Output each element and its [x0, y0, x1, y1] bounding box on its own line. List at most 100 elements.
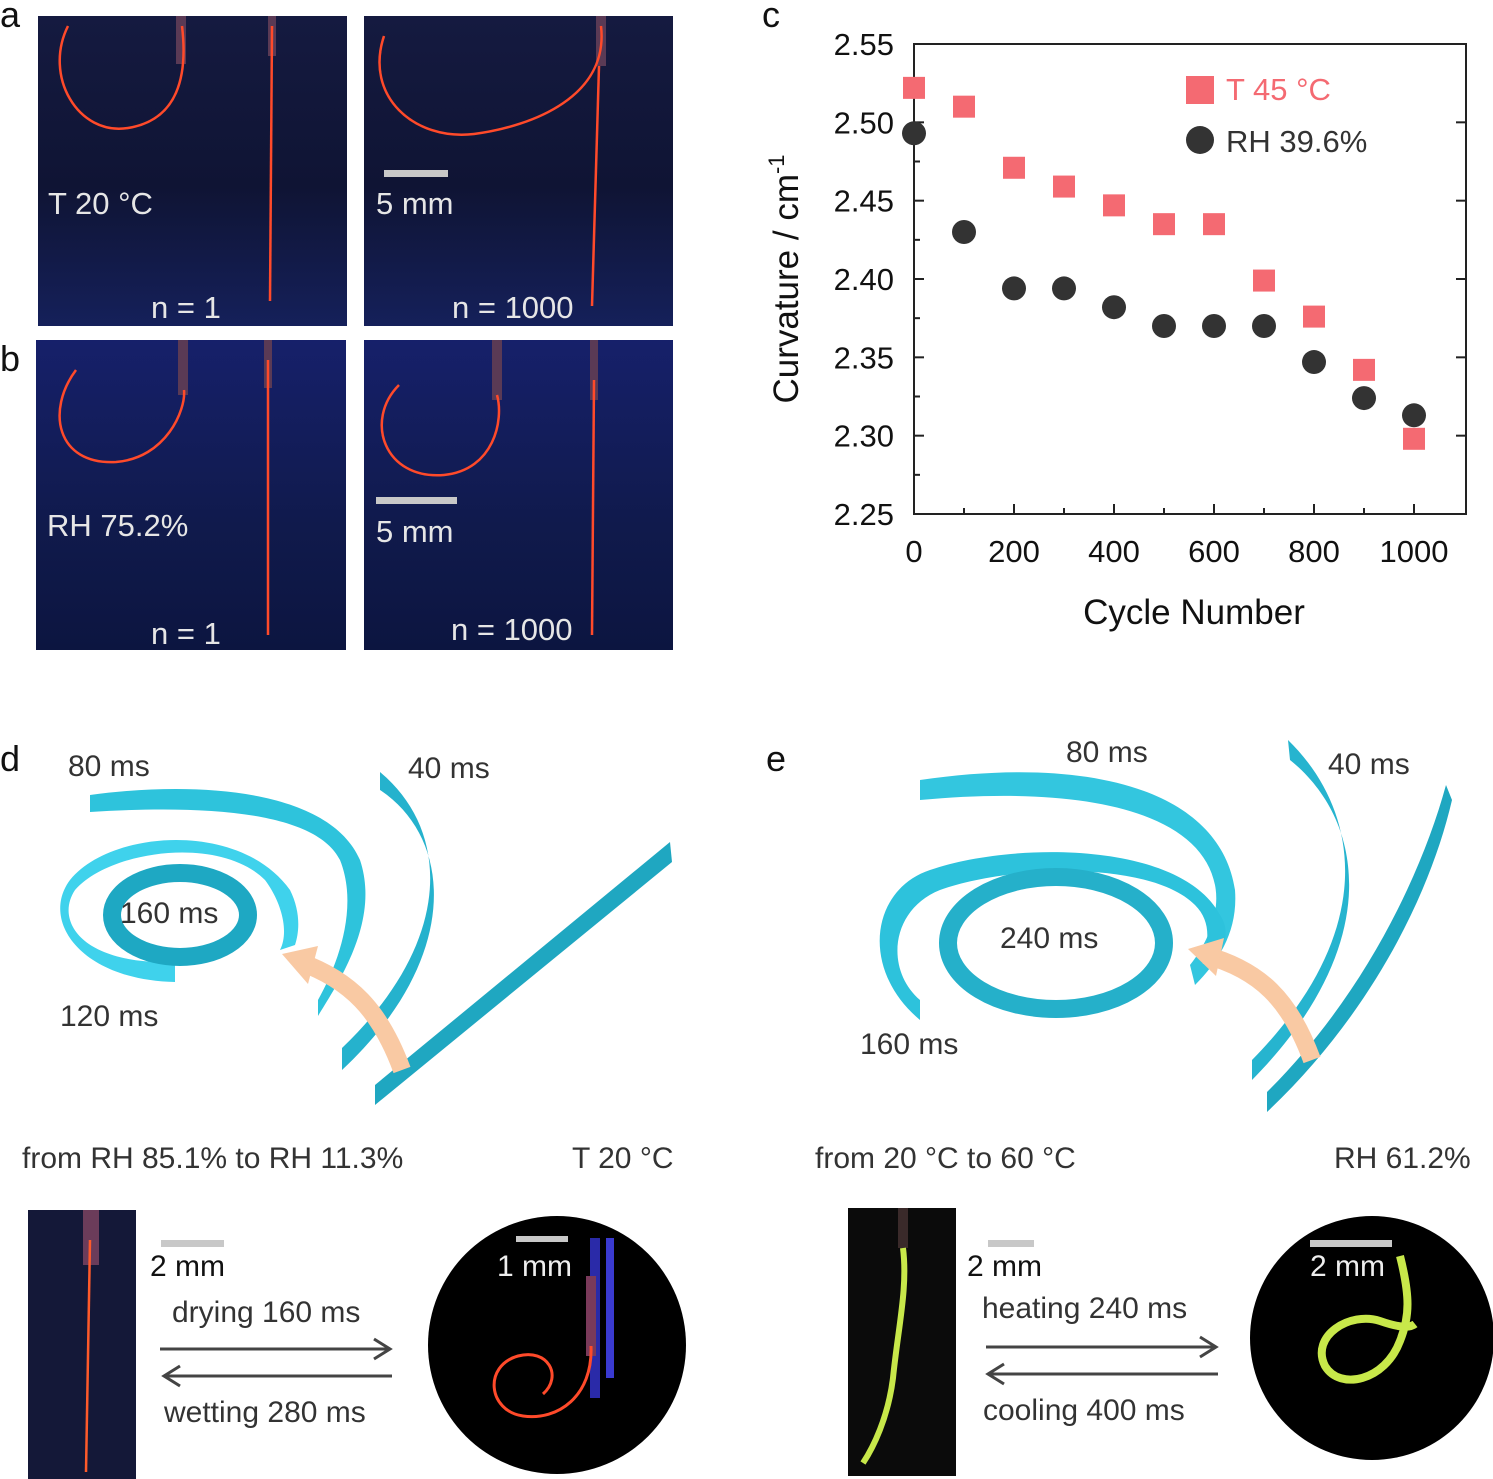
- legend-label-t45: T 45 °C: [1226, 72, 1331, 107]
- data-point-rh39: [1252, 314, 1276, 338]
- scale-label-a: 5 mm: [376, 186, 454, 221]
- panel-label-d: d: [0, 738, 21, 779]
- y-axis-title: Curvature / cm-1: [764, 154, 806, 403]
- data-point-t45: [1203, 213, 1225, 236]
- data-point-t45: [1353, 358, 1375, 381]
- scale-bar-a: [384, 170, 448, 177]
- data-point-t45: [1253, 269, 1275, 292]
- scale-bar-e-left: [988, 1240, 1034, 1247]
- panel-label-e: e: [766, 738, 787, 779]
- data-point-rh39: [1402, 403, 1426, 428]
- data-point-t45: [1003, 156, 1025, 179]
- y-tick-label: 2.35: [834, 340, 894, 375]
- scale-bar-d-left: [161, 1240, 224, 1247]
- photo-d-curled: [428, 1216, 686, 1474]
- panel-label-b: b: [0, 338, 21, 379]
- condition-right-d: T 20 °C: [572, 1142, 674, 1175]
- scale-label-e-left: 2 mm: [967, 1250, 1042, 1283]
- y-tick-label: 2.40: [834, 262, 894, 297]
- ribbon-160ms-e: [879, 852, 1226, 1020]
- data-point-t45: [1103, 194, 1125, 217]
- condition-left-d: from RH 85.1% to RH 11.3%: [22, 1142, 404, 1175]
- x-tick-label: 400: [1088, 534, 1140, 569]
- y-tick-label: 2.55: [834, 27, 894, 62]
- label-n1-b: n = 1: [151, 616, 221, 650]
- label-t20: T 20 °C: [48, 186, 153, 221]
- data-point-rh39: [902, 121, 926, 146]
- x-tick-label: 600: [1188, 534, 1240, 569]
- data-point-rh39: [1302, 350, 1326, 375]
- curl-arrowhead-d: [282, 946, 318, 984]
- data-point-rh39: [1352, 386, 1376, 411]
- fiber-a-n1000: [378, 16, 606, 307]
- label-n1: n = 1: [151, 290, 221, 325]
- photo-e-straight: [848, 1208, 956, 1476]
- scale-label-e-right: 2 mm: [1310, 1250, 1385, 1283]
- data-point-rh39: [1202, 314, 1226, 338]
- fiber-e-straight: [860, 1208, 908, 1465]
- forward-label-d: drying 160 ms: [172, 1296, 361, 1329]
- x-tick-label: 1000: [1380, 534, 1449, 569]
- reversible-arrows-e: [985, 1335, 1219, 1386]
- ribbon-160ms-d: [103, 864, 257, 966]
- fiber-b-n1000: [380, 340, 598, 636]
- time-label-40ms-e: 40 ms: [1328, 748, 1410, 781]
- scale-bar-b: [376, 497, 457, 504]
- ribbon-straight-e: [1267, 785, 1452, 1112]
- ribbon-straight-d: [375, 842, 672, 1105]
- data-point-t45: [1303, 305, 1325, 328]
- label-n1000: n = 1000: [452, 290, 574, 325]
- x-tick-label: 200: [988, 534, 1040, 569]
- time-label-240ms-e: 240 ms: [1000, 922, 1099, 955]
- scale-label-d-right: 1 mm: [497, 1250, 572, 1283]
- legend-marker-t45: [1186, 76, 1214, 104]
- curl-arrow-d: [296, 953, 411, 1074]
- legend-label-rh39: RH 39.6%: [1226, 124, 1367, 159]
- photo-a-n1000: 5 mm n = 1000: [364, 16, 673, 326]
- forward-label-e: heating 240 ms: [982, 1292, 1188, 1325]
- scale-label-b: 5 mm: [376, 514, 454, 549]
- ribbon-diagram-d: [60, 772, 672, 1105]
- condition-left-e: from 20 °C to 60 °C: [815, 1142, 1076, 1175]
- plot-frame: [913, 43, 1467, 515]
- reversible-arrows-d: [160, 1337, 393, 1388]
- data-point-t45: [953, 95, 975, 118]
- curl-arrow-e: [1202, 946, 1321, 1064]
- time-label-80ms-d: 80 ms: [68, 750, 150, 783]
- x-tick-label: 0: [905, 534, 922, 569]
- photo-b-n1: RH 75.2% n = 1: [36, 340, 346, 650]
- y-tick-label: 2.50: [834, 105, 894, 140]
- data-point-t45: [1403, 427, 1425, 450]
- data-point-rh39: [1052, 276, 1076, 301]
- legend: T 45 °C RH 39.6%: [1186, 72, 1367, 159]
- data-point-t45: [1053, 175, 1075, 198]
- backward-label-d: wetting 280 ms: [164, 1396, 366, 1429]
- ribbon-40ms-e: [1252, 740, 1350, 1080]
- data-point-t45: [903, 76, 925, 99]
- data-point-rh39: [1002, 276, 1026, 301]
- condition-right-e: RH 61.2%: [1334, 1142, 1471, 1175]
- fiber-d-straight: [83, 1210, 99, 1473]
- photo-d-straight: [28, 1210, 136, 1479]
- panel-label-c: c: [762, 0, 780, 35]
- curl-arrowhead-e: [1188, 938, 1224, 976]
- data-point-t45: [1153, 213, 1175, 236]
- data-point-rh39: [952, 220, 976, 244]
- fiber-a-n1: [58, 16, 276, 302]
- time-label-40ms-d: 40 ms: [408, 752, 490, 785]
- fiber-b-n1: [58, 340, 272, 635]
- label-rh75: RH 75.2%: [47, 508, 189, 543]
- time-label-120ms-d: 120 ms: [60, 1000, 159, 1033]
- legend-marker-rh39: [1186, 126, 1214, 154]
- photo-b-n1000: 5 mm n = 1000: [364, 340, 673, 650]
- data-point-rh39: [1152, 314, 1176, 338]
- ribbon-240ms-e: [939, 868, 1173, 1018]
- x-tick-label: 800: [1288, 534, 1340, 569]
- curvature-chart: 0 200 400 600 800 1000 2.25 2.30 2.35 2.40 2.45 2.5…: [764, 27, 1467, 632]
- y-tick-label: 2.30: [834, 419, 894, 454]
- label-n1000-b: n = 1000: [451, 612, 573, 647]
- photo-e-curled: [1250, 1216, 1493, 1460]
- time-label-160ms-e: 160 ms: [860, 1028, 959, 1061]
- time-label-80ms-e: 80 ms: [1066, 736, 1148, 769]
- panel-label-a: a: [0, 0, 21, 35]
